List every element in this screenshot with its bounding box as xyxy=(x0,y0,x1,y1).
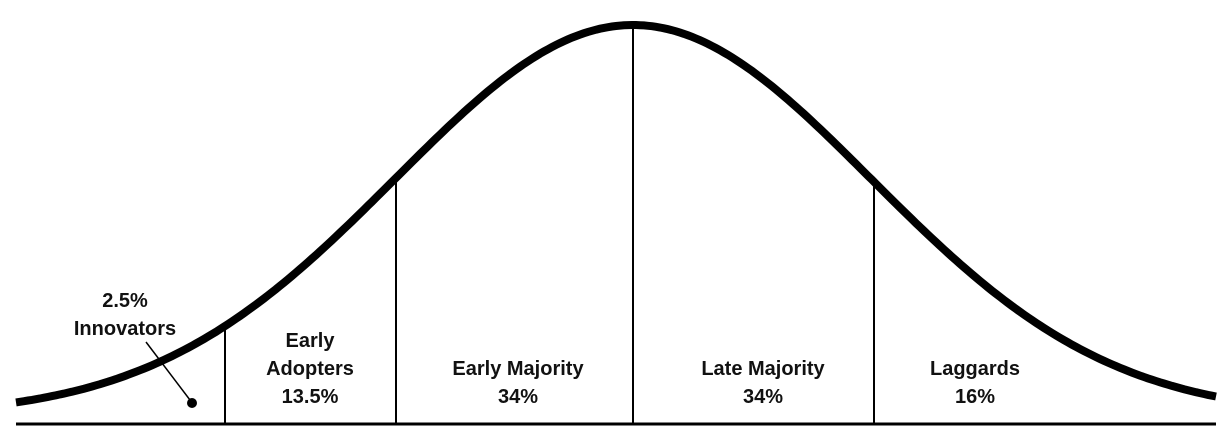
bell-curve xyxy=(15,21,1217,407)
late-majority-percent: 34% xyxy=(743,386,783,408)
early-majority-percent: 34% xyxy=(498,386,538,408)
early-adopters-label-line1: Early xyxy=(286,330,336,352)
late-majority-label: Late Majority xyxy=(701,358,825,380)
early-adopters-percent: 13.5% xyxy=(282,386,339,408)
innovators-label: Innovators xyxy=(74,318,176,340)
laggards-label: Laggards xyxy=(930,358,1020,380)
early-majority-label: Early Majority xyxy=(452,358,584,380)
innovators-pointer-line xyxy=(145,341,191,401)
innovators-percent: 2.5% xyxy=(102,290,148,312)
laggards-percent: 16% xyxy=(955,386,995,408)
early-adopters-label-line2: Adopters xyxy=(266,358,354,380)
innovators-pointer-dot xyxy=(187,398,197,408)
